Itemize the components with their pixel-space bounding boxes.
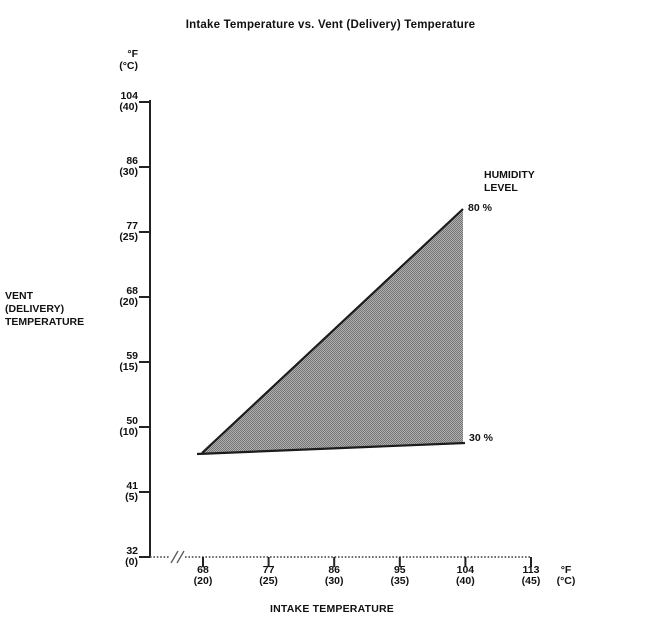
humidity-80-label: 80 % — [468, 202, 492, 214]
y-unit-c: (°C) — [119, 60, 138, 72]
x-axis-title: INTAKE TEMPERATURE — [270, 603, 394, 615]
humidity-80-line — [201, 208, 464, 454]
x-tick-label: 104 (40) — [456, 564, 475, 587]
y-tick-label: 59 (15) — [119, 350, 138, 373]
y-unit-f: °F — [127, 48, 138, 60]
y-axis-unit-label: °F (°C) — [78, 48, 138, 72]
y-tick-label: 32 (0) — [125, 545, 138, 568]
x-tick-label: 86 (30) — [324, 564, 344, 587]
y-tick-label: 50 (10) — [119, 415, 138, 438]
humidity-30-line — [196, 441, 466, 456]
axis-break-icon — [170, 550, 185, 564]
x-tick-label: 68 (20) — [193, 564, 213, 587]
x-tick-label: 77 (25) — [259, 564, 278, 587]
y-axis-title: VENT (DELIVERY) TEMPERATURE — [5, 290, 85, 328]
y-tick-label: 68 (20) — [119, 285, 138, 308]
y-tick-label: 104 (40) — [119, 90, 138, 113]
x-axis-unit-label: °F (°C) — [556, 564, 576, 587]
chart-title: Intake Temperature vs. Vent (Delivery) T… — [185, 19, 476, 31]
x-tick-label: 95 (35) — [390, 564, 410, 587]
humidity-30-label: 30 % — [469, 432, 493, 444]
y-tick-label: 41 (5) — [125, 480, 138, 503]
x-tick-label: 113 (45) — [521, 564, 541, 587]
y-tick-label: 77 (25) — [119, 220, 138, 243]
y-tick-label: 86 (30) — [119, 155, 138, 178]
humidity-level-label: HUMIDITY LEVEL — [484, 169, 535, 194]
